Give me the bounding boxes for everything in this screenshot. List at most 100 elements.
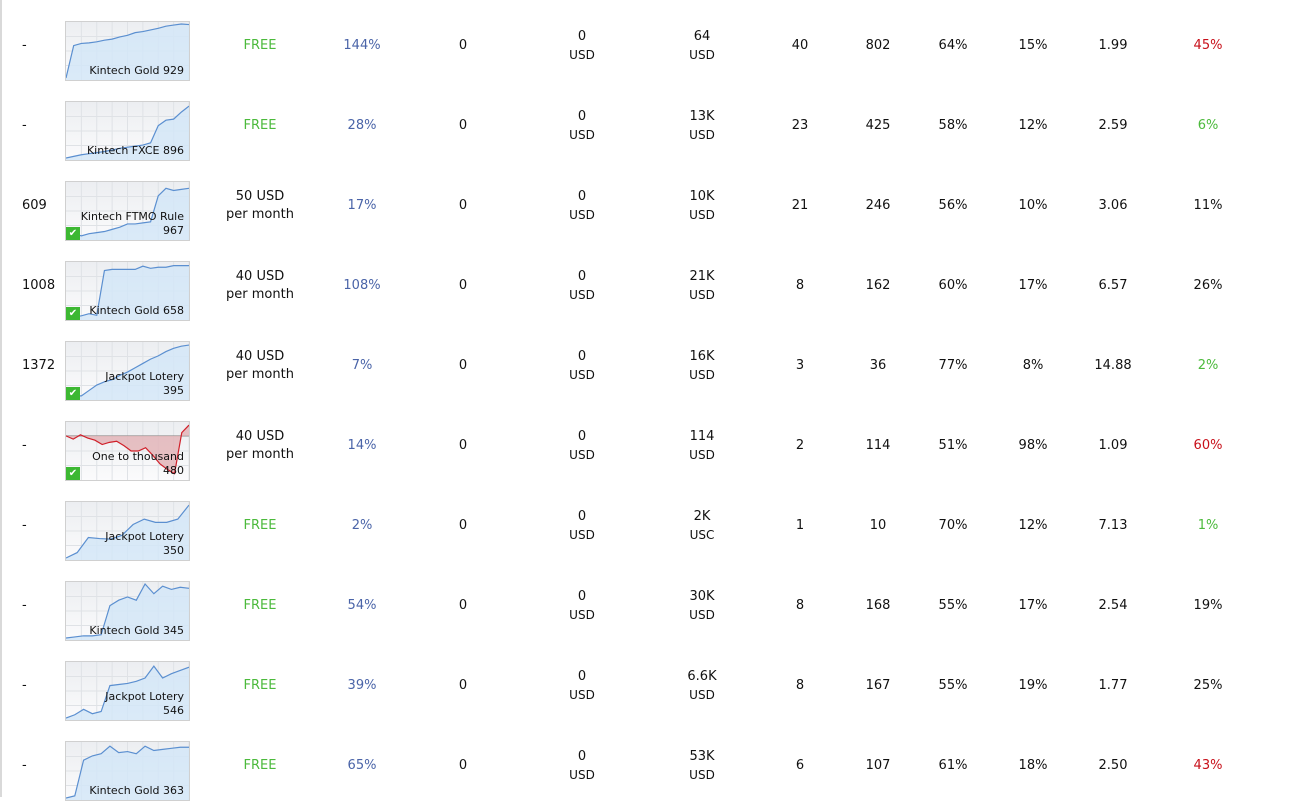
price-value: 50 USD: [235, 189, 285, 204]
system-name-line: 480: [163, 464, 184, 477]
equity-line: [66, 582, 189, 639]
amount-1-unit: USD: [569, 688, 595, 702]
table-row[interactable]: - Kintech FXCE 896 FREE 28% 0 0 USD 13K US…: [0, 86, 1297, 166]
value-8: 6.57: [1098, 278, 1128, 293]
value-9: 6%: [1197, 118, 1219, 133]
rank: -: [22, 678, 27, 693]
table-row[interactable]: - Jackpot Lotery 350 FREE 2% 0 0 USD 2K USC…: [0, 486, 1297, 566]
amount-2: 2K USC: [662, 486, 742, 566]
system-name-line: Jackpot Lotery: [105, 690, 184, 703]
amount-1: 0 USD: [542, 486, 622, 566]
equity-chart-thumbnail[interactable]: Kintech Gold 363: [65, 741, 190, 801]
price-value: 40 USD: [235, 269, 285, 284]
table-row[interactable]: - Kintech Gold 929 FREE 144% 0 0 USD 64 US…: [0, 6, 1297, 86]
system-name[interactable]: Jackpot Lotery 350: [105, 530, 184, 558]
amount-1: 0 USD: [542, 566, 622, 646]
value-9: 60%: [1193, 438, 1223, 453]
amount-1: 0 USD: [542, 86, 622, 166]
verified-check-icon: ✔: [66, 467, 80, 480]
subscription-price: 40 USD per month: [210, 246, 310, 326]
price-period: per month: [226, 207, 294, 222]
equity-chart-thumbnail[interactable]: Kintech FXCE 896: [65, 101, 190, 161]
amount-1-value: 0: [577, 589, 587, 604]
value-9: 19%: [1193, 598, 1223, 613]
amount-2-unit: USD: [689, 48, 715, 62]
equity-chart-thumbnail[interactable]: Kintech Gold 345: [65, 581, 190, 641]
value-6: 51%: [938, 438, 968, 453]
amount-2: 114 USD: [662, 406, 742, 486]
equity-chart-thumbnail[interactable]: Kintech Gold 929: [65, 21, 190, 81]
price-value: FREE: [243, 678, 277, 693]
value-7: 18%: [1018, 758, 1048, 773]
value-4: 8: [795, 278, 805, 293]
table-row[interactable]: - Jackpot Lotery 546 FREE 39% 0 0 USD 6.6K…: [0, 646, 1297, 726]
gain-percent: 28%: [347, 118, 377, 133]
system-name-line: 967: [163, 224, 184, 237]
amount-2: 16K USD: [662, 326, 742, 406]
amount-2-value: 10K: [689, 189, 715, 204]
subscription-price: FREE: [210, 726, 310, 806]
value-5: 162: [865, 278, 891, 293]
table-row[interactable]: - One to thousand 480 ✔ 40 USD per month …: [0, 406, 1297, 486]
equity-area: [66, 24, 189, 80]
value-8: 14.88: [1094, 358, 1132, 373]
equity-chart-thumbnail[interactable]: Kintech Gold 658 ✔: [65, 261, 190, 321]
value-4: 8: [795, 598, 805, 613]
subscription-price: FREE: [210, 646, 310, 726]
system-name[interactable]: One to thousand 480: [92, 450, 184, 478]
price-value: FREE: [243, 118, 277, 133]
system-name[interactable]: Kintech Gold 658: [89, 304, 184, 318]
value-4: 2: [795, 438, 805, 453]
value-6: 64%: [938, 38, 968, 53]
system-name-line: Jackpot Lotery: [105, 530, 184, 543]
table-row[interactable]: 1008 Kintech Gold 658 ✔ 40 USD per month…: [0, 246, 1297, 326]
system-name[interactable]: Kintech Gold 929: [89, 64, 184, 78]
system-name[interactable]: Jackpot Lotery 546: [105, 690, 184, 718]
value-1: 0: [458, 758, 468, 773]
equity-line: [66, 265, 189, 319]
table-row[interactable]: - Kintech Gold 363 FREE 65% 0 0 USD 53K US…: [0, 726, 1297, 806]
equity-chart-thumbnail[interactable]: Kintech FTMO Rule 967 ✔: [65, 181, 190, 241]
system-name[interactable]: Kintech FTMO Rule 967: [81, 210, 184, 238]
table-row[interactable]: 1372 Jackpot Lotery 395 ✔ 40 USD per mont…: [0, 326, 1297, 406]
amount-2: 10K USD: [662, 166, 742, 246]
value-6: 77%: [938, 358, 968, 373]
system-name-line: Kintech Gold 345: [89, 624, 184, 637]
value-6: 56%: [938, 198, 968, 213]
value-6: 61%: [938, 758, 968, 773]
equity-sparkline: [66, 182, 189, 240]
amount-2-unit: USD: [689, 448, 715, 462]
equity-chart-thumbnail[interactable]: Jackpot Lotery 395 ✔: [65, 341, 190, 401]
value-1: 0: [458, 678, 468, 693]
value-4: 8: [795, 678, 805, 693]
verified-check-icon: ✔: [66, 307, 80, 320]
value-6: 58%: [938, 118, 968, 133]
table-row[interactable]: 609 Kintech FTMO Rule 967 ✔ 50 USD per mo…: [0, 166, 1297, 246]
system-name[interactable]: Kintech FXCE 896: [87, 144, 184, 158]
table-row[interactable]: - Kintech Gold 345 FREE 54% 0 0 USD 30K US…: [0, 566, 1297, 646]
value-5: 246: [865, 198, 891, 213]
subscription-price: 50 USD per month: [210, 166, 310, 246]
system-name[interactable]: Kintech Gold 345: [89, 624, 184, 638]
price-value: FREE: [243, 518, 277, 533]
value-1: 0: [458, 198, 468, 213]
equity-line: [66, 187, 189, 239]
equity-chart-thumbnail[interactable]: Jackpot Lotery 350: [65, 501, 190, 561]
system-name-line: Kintech FTMO Rule: [80, 210, 184, 223]
system-name[interactable]: Kintech Gold 363: [89, 784, 184, 798]
equity-chart-thumbnail[interactable]: One to thousand 480 ✔: [65, 421, 190, 481]
amount-1-unit: USD: [569, 528, 595, 542]
amount-1-value: 0: [577, 429, 587, 444]
gain-percent: 144%: [343, 38, 381, 53]
value-8: 3.06: [1098, 198, 1128, 213]
subscription-price: FREE: [210, 486, 310, 566]
system-name[interactable]: Jackpot Lotery 395: [105, 370, 184, 398]
amount-1-unit: USD: [569, 208, 595, 222]
subscription-price: FREE: [210, 6, 310, 86]
equity-chart-thumbnail[interactable]: Jackpot Lotery 546: [65, 661, 190, 721]
value-1: 0: [458, 518, 468, 533]
value-8: 1.77: [1098, 678, 1128, 693]
amount-2-unit: USC: [689, 528, 715, 542]
equity-line: [66, 504, 189, 559]
amount-2-value: 21K: [689, 269, 715, 284]
